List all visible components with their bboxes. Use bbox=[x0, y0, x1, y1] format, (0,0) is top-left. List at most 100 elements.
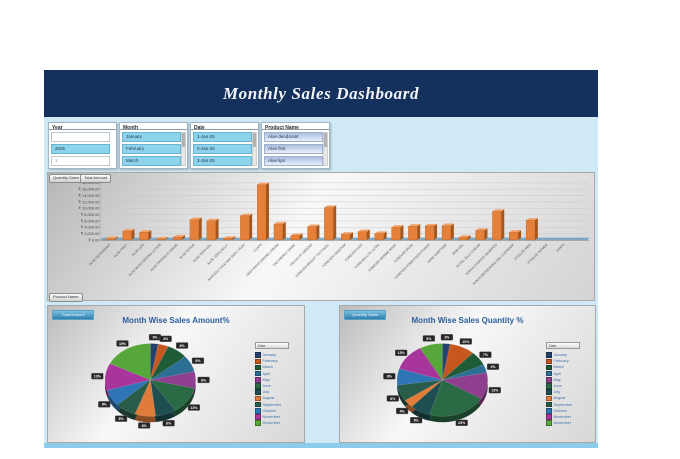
slicer-year: Year 2025 1 bbox=[48, 122, 117, 169]
slicer-year-title: Year bbox=[49, 123, 116, 131]
pie-slice bbox=[150, 379, 195, 411]
pie-slice bbox=[117, 379, 151, 415]
pie-slice bbox=[150, 343, 169, 380]
bar bbox=[357, 231, 367, 241]
bar-side bbox=[299, 233, 303, 240]
pie-quantity-title: Month Wise Sales Quantity % bbox=[411, 316, 524, 325]
slicer-month-title: Month bbox=[120, 123, 187, 131]
product-name-axis-button[interactable]: Product Name bbox=[49, 293, 83, 302]
svg-text:8%: 8% bbox=[166, 422, 172, 426]
bar-top bbox=[442, 223, 454, 226]
svg-text:4%: 4% bbox=[400, 409, 406, 413]
pie-panel-sales-amount: 3% 4% 8% 8% 8% 13% 8% 8% 8% 8% 13% 19% T… bbox=[47, 305, 305, 443]
slicer-product-title: Product Name bbox=[262, 123, 329, 131]
pie-slice bbox=[441, 372, 488, 399]
slicer-date: Date 1-Jan-25 2-Jan-25 3-Jan-25 bbox=[190, 122, 259, 169]
quantity-sales-field-button[interactable]: Quantity Sales bbox=[49, 174, 84, 183]
slicer-product-name: Product Name Aloe deodorant Aloe first A… bbox=[261, 122, 330, 169]
slicer-month-item-march[interactable]: March bbox=[122, 156, 181, 166]
svg-text:10%: 10% bbox=[462, 340, 470, 344]
bar-top bbox=[189, 217, 202, 220]
pie-slice bbox=[104, 363, 151, 391]
bar-top bbox=[122, 228, 135, 232]
legend-label: March bbox=[262, 365, 274, 370]
pie-data-label: 4% bbox=[396, 407, 409, 415]
pie-amount-title: Month Wise Sales Amount% bbox=[122, 316, 230, 325]
bar-top bbox=[374, 231, 387, 234]
pie-data-label: 9% bbox=[422, 335, 435, 342]
svg-text:13%: 13% bbox=[398, 351, 406, 355]
legend-item: January bbox=[255, 352, 299, 358]
legend-item: June bbox=[546, 383, 590, 389]
svg-text:8%: 8% bbox=[142, 424, 148, 428]
bar-side bbox=[232, 236, 236, 240]
legend-item: December bbox=[546, 420, 590, 426]
bar bbox=[223, 238, 233, 241]
bar-top bbox=[139, 230, 152, 233]
slicer-month-item-february[interactable]: February bbox=[122, 144, 181, 154]
y-axis-tick: ₹ 0.00 bbox=[88, 237, 100, 242]
svg-text:8%: 8% bbox=[390, 397, 396, 401]
bar-side bbox=[366, 229, 370, 240]
slicer-year-item-2025[interactable]: 2025 bbox=[51, 144, 110, 154]
slicer-month-item-january[interactable]: January bbox=[122, 132, 181, 142]
bar-side bbox=[383, 231, 387, 240]
legend-swatch bbox=[546, 370, 552, 377]
legend-swatch bbox=[255, 414, 261, 420]
bar-side bbox=[316, 224, 320, 240]
bar-side bbox=[215, 218, 219, 240]
y-axis-tick: ₹ 2,000.00 bbox=[81, 231, 101, 236]
legend-swatch bbox=[546, 389, 552, 395]
footer-strip bbox=[44, 443, 598, 448]
slicer-product-item-aloe-first[interactable]: Aloe first bbox=[264, 144, 323, 154]
x-axis-label: CLAPS bbox=[253, 243, 263, 253]
bar bbox=[391, 227, 401, 241]
bar-chart-svg: ₹ 0.00₹ 2,000.00₹ 4,000.00 ₹ 6,000.00₹ 8,… bbox=[78, 180, 590, 286]
bar-top bbox=[341, 232, 353, 235]
legend-swatch bbox=[546, 395, 552, 402]
slicer-date-item-3[interactable]: 3-Jan-25 bbox=[193, 156, 252, 166]
legend-swatch bbox=[255, 352, 261, 358]
bar-side bbox=[450, 223, 454, 240]
bar-top bbox=[492, 209, 505, 212]
x-axis-label: ALOE MOISTURIZING LOTION bbox=[128, 242, 163, 277]
legend-item: February bbox=[255, 358, 299, 365]
total-amount-badge-button[interactable]: Total Amount bbox=[52, 310, 94, 320]
slicer-product-item-aloe-deodorant[interactable]: Aloe deodorant bbox=[264, 132, 323, 142]
bar-top bbox=[290, 233, 303, 236]
legend-swatch bbox=[255, 358, 261, 365]
slicer-date-item-1[interactable]: 1-Jan-25 bbox=[193, 132, 252, 142]
slicer-date-scrollbar[interactable] bbox=[252, 132, 257, 166]
pie-slice bbox=[442, 343, 451, 380]
pie-slice bbox=[442, 343, 474, 381]
pie-amount-legend-field-button[interactable]: Date bbox=[255, 342, 289, 349]
legend-label: September bbox=[553, 402, 573, 407]
slicer-product-scrollbar[interactable] bbox=[323, 132, 328, 166]
bar bbox=[156, 238, 166, 241]
bar bbox=[324, 207, 334, 241]
legend-label: January bbox=[553, 353, 568, 358]
legend-item: March bbox=[255, 364, 299, 371]
bar bbox=[425, 225, 435, 241]
slicer-date-item-2[interactable]: 2-Jan-25 bbox=[193, 144, 252, 154]
bar-side bbox=[282, 221, 286, 240]
legend-label: February bbox=[262, 359, 278, 364]
total-amount-field-button[interactable]: Total Amount bbox=[80, 174, 112, 183]
x-axis-label: ALOE LIPS bbox=[131, 243, 145, 257]
slicer-product-item-aloe-lips[interactable]: Aloe lips bbox=[264, 156, 323, 166]
pie-slice bbox=[106, 379, 151, 406]
svg-text:13%: 13% bbox=[190, 406, 198, 410]
legend-label: April bbox=[553, 371, 562, 376]
slicer-month-scrollbar[interactable] bbox=[181, 132, 186, 166]
slicer-year-item-blank[interactable] bbox=[51, 132, 110, 142]
bar bbox=[240, 215, 250, 241]
y-axis-tick: ₹ 12,000.00 bbox=[78, 199, 100, 204]
bar-top bbox=[391, 225, 404, 228]
quantity-sales-badge-button[interactable]: Quantity Sales bbox=[344, 310, 386, 320]
bar-side bbox=[417, 224, 421, 240]
legend-swatch bbox=[546, 383, 552, 389]
pie-quantity-legend-field-button[interactable]: Date bbox=[546, 342, 580, 349]
pie-data-label: 8% bbox=[383, 373, 396, 380]
legend-label: April bbox=[262, 371, 271, 376]
slicer-year-item-1[interactable]: 1 bbox=[51, 156, 110, 166]
